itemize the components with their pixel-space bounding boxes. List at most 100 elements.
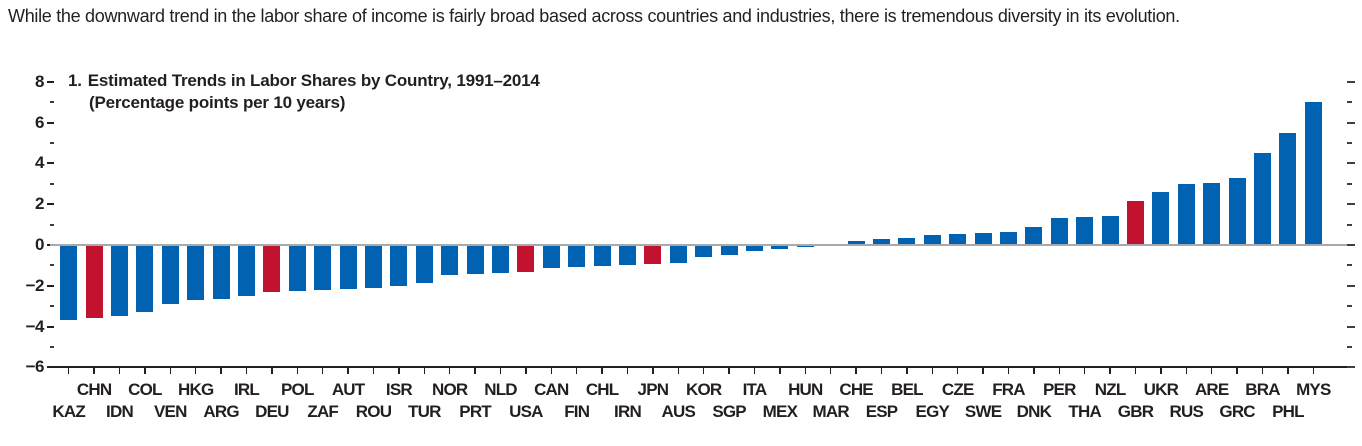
bar-SWE xyxy=(974,232,992,245)
x-label-MYS: MYS xyxy=(1296,380,1331,399)
x-label-CZE: CZE xyxy=(941,380,974,399)
x-label-AUT: AUT xyxy=(331,380,365,399)
x-tick-IDN xyxy=(118,368,121,374)
x-tick-AUS xyxy=(677,368,680,374)
y-minor-tick-right--5 xyxy=(1347,346,1352,348)
x-label-BEL: BEL xyxy=(891,380,923,399)
bar-NLD xyxy=(492,245,509,273)
y-major-tick-left-6 xyxy=(47,121,54,124)
x-tick-MEX xyxy=(779,368,781,374)
x-tick-HKG xyxy=(194,368,197,374)
x-label-HUN: HUN xyxy=(788,380,823,399)
x-label-PRT: PRT xyxy=(459,402,491,421)
x-tick-DNK xyxy=(1033,368,1035,374)
y-axis-label--4: −4 xyxy=(25,316,45,336)
chart-title-line1: 1. Estimated Trends in Labor Shares by Co… xyxy=(68,70,540,92)
bar-chart-plot xyxy=(50,75,1347,374)
x-tick-THA xyxy=(1083,368,1086,374)
bar-EGY xyxy=(923,234,941,245)
x-tick-NLD xyxy=(499,368,502,374)
bar-THA xyxy=(1076,217,1094,245)
x-tick-IRL xyxy=(245,368,248,374)
bar-BEL xyxy=(898,237,916,245)
y-minor-tick-left--1 xyxy=(50,264,54,267)
y-minor-tick-right-7 xyxy=(1347,101,1352,104)
x-tick-ZAF xyxy=(321,368,324,374)
bar-IDN xyxy=(111,245,128,317)
x-tick-RUS xyxy=(1185,368,1188,374)
y-minor-tick-right-3 xyxy=(1347,182,1352,185)
x-label-ARE: ARE xyxy=(1194,380,1229,399)
y-major-tick-left--4 xyxy=(47,325,54,328)
x-label-SWE: SWE xyxy=(964,402,1002,421)
x-label-CHN: CHN xyxy=(76,380,112,399)
x-tick-JPN xyxy=(652,368,654,374)
bar-CHN xyxy=(85,245,103,319)
x-label-USA: USA xyxy=(509,402,543,421)
x-label-DEU: DEU xyxy=(255,402,289,421)
bar-ROU xyxy=(365,245,382,288)
x-label-FRA: FRA xyxy=(992,380,1025,399)
x-tick-HUN xyxy=(804,368,807,374)
x-label-VEN: VEN xyxy=(154,402,187,421)
x-label-ARG: ARG xyxy=(203,402,239,421)
bar-USA xyxy=(517,245,535,272)
x-tick-DEU xyxy=(271,368,273,374)
x-tick-ARE xyxy=(1210,368,1213,374)
bar-POL xyxy=(288,245,306,291)
y-axis-label-0: 0 xyxy=(35,235,44,254)
bar-HKG xyxy=(187,245,205,301)
y-minor-tick-left-7 xyxy=(50,101,54,104)
x-label-RUS: RUS xyxy=(1169,402,1204,421)
x-label-FIN: FIN xyxy=(564,402,590,421)
x-label-THA: THA xyxy=(1068,402,1101,421)
x-tick-NZL xyxy=(1109,368,1111,374)
bar-ITA xyxy=(746,245,763,252)
x-tick-ISR xyxy=(398,368,400,374)
bar-COL xyxy=(136,245,154,313)
x-label-JPN: JPN xyxy=(637,380,669,399)
x-label-NZL: NZL xyxy=(1094,380,1126,399)
y-axis-label-8: 8 xyxy=(35,71,44,91)
x-tick-MAR xyxy=(829,368,832,374)
x-label-DNK: DNK xyxy=(1016,402,1052,421)
bar-PHL xyxy=(1279,132,1297,245)
x-tick-CHN xyxy=(93,368,95,374)
bar-GBR xyxy=(1127,201,1144,245)
y-minor-tick-left-1 xyxy=(50,223,54,226)
x-tick-ESP xyxy=(880,368,883,374)
bar-AUS xyxy=(669,245,687,264)
x-label-GRC: GRC xyxy=(1219,402,1255,421)
x-tick-POL xyxy=(296,368,299,374)
x-label-IRL: IRL xyxy=(234,380,260,399)
y-axis-label--2: −2 xyxy=(25,275,45,295)
y-axis-label-4: 4 xyxy=(35,153,44,173)
bar-KOR xyxy=(695,245,713,258)
bar-VEN xyxy=(161,245,179,305)
y-minor-tick-left-3 xyxy=(50,182,54,185)
y-major-tick-left--2 xyxy=(47,284,54,287)
bar-ZAF xyxy=(314,245,332,290)
y-major-tick-right-8 xyxy=(1347,80,1355,83)
y-major-tick-left-4 xyxy=(47,162,54,165)
x-label-ISR: ISR xyxy=(385,380,413,399)
x-tick-BEL xyxy=(906,368,908,374)
x-label-IDN: IDN xyxy=(106,402,134,421)
y-major-tick-right-2 xyxy=(1347,203,1355,206)
x-label-IRN: IRN xyxy=(614,402,642,421)
y-major-tick-left-2 xyxy=(47,203,54,206)
bar-ARG xyxy=(212,245,230,300)
bar-NZL xyxy=(1101,216,1119,245)
x-label-POL: POL xyxy=(281,380,314,399)
x-label-ZAF: ZAF xyxy=(307,402,339,421)
chart-title-text: Estimated Trends in Labor Shares by Coun… xyxy=(87,71,540,90)
y-axis-label--6: −6 xyxy=(25,357,45,377)
zero-gridline xyxy=(50,244,1347,246)
y-major-tick-right-6 xyxy=(1347,121,1355,124)
x-tick-ITA xyxy=(753,368,756,374)
bar-DEU xyxy=(263,245,281,292)
x-tick-VEN xyxy=(169,368,172,374)
bar-JPN xyxy=(644,245,662,265)
x-label-CHE: CHE xyxy=(839,380,873,399)
x-label-ITA: ITA xyxy=(742,380,768,399)
